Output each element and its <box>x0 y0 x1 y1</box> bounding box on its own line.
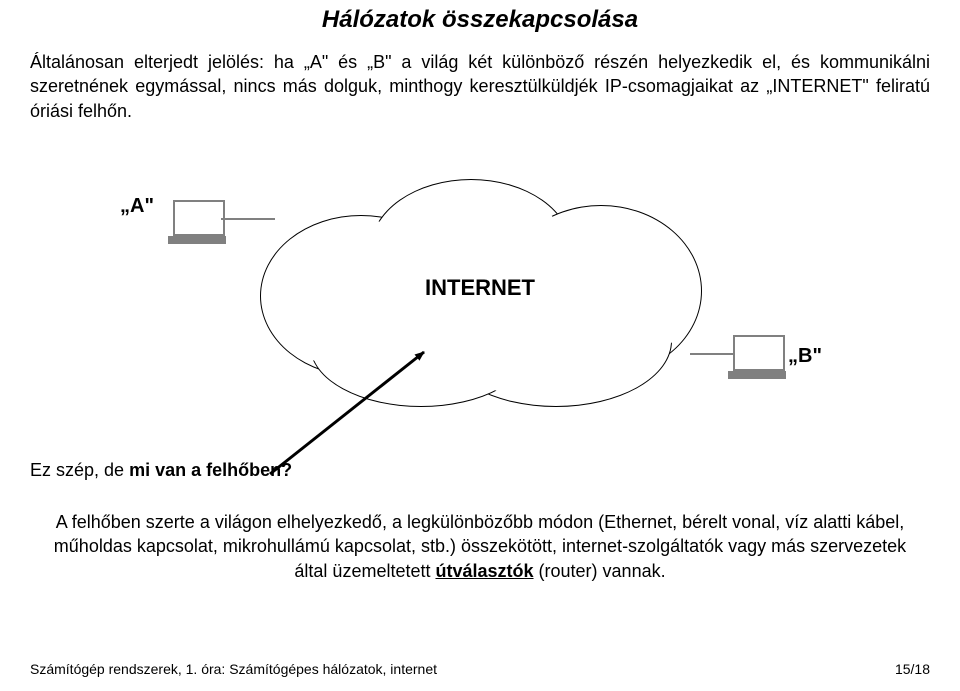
slide-page: Hálózatok összekapcsolása Általánosan el… <box>0 0 960 691</box>
question-line: Ez szép, de mi van a felhőben? <box>30 460 292 481</box>
question-bold: mi van a felhőben? <box>129 460 292 480</box>
arrow-icon <box>0 0 960 691</box>
answer-paragraph: A felhőben szerte a világon elhelyezkedő… <box>40 510 920 583</box>
footer-text: Számítógép rendszerek, 1. óra: Számítógé… <box>30 661 437 677</box>
question-prefix: Ez szép, de <box>30 460 129 480</box>
page-number: 15/18 <box>895 661 930 677</box>
answer-post: (router) vannak. <box>534 561 666 581</box>
answer-underlined: útválasztók <box>435 561 533 581</box>
